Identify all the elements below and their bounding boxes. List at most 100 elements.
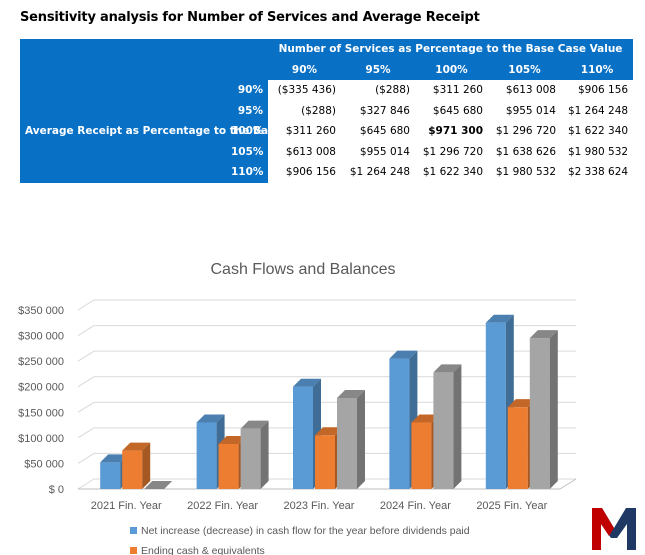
table-row: Average Receipt as Percentage to the Bas… [20,80,633,183]
bar-top [411,414,440,423]
bar [507,407,528,489]
row-header: 110% [226,162,268,183]
table-cell: $1 264 248 [349,166,410,179]
table-cell: $1 296 720 [495,125,556,138]
bar [196,422,217,489]
column-header: 110% [561,59,634,80]
bar-top [122,442,151,451]
table-cell: $645 680 [359,125,410,138]
table-row: 100% $311 260 $645 680 $971 300 $1 296 7… [20,121,633,142]
table-cell: $1 296 720 [422,145,483,158]
y-tick-label: $50 000 [24,458,64,470]
chart-title: Cash Flows and Balances [211,261,396,278]
y-tick-label: $ 0 [49,484,64,496]
bar-top [100,454,129,463]
x-tick-label: 2021 Fin. Year [91,500,162,512]
bar-top [196,414,225,423]
chart-canvas: Cash Flows and Balances $350 000 $300 000… [18,261,577,555]
row-group-label: Average Receipt as Percentage to the Bas… [20,80,350,183]
table-row: 105% $613 008 $955 014 $1 296 720 $1 638… [20,141,633,162]
bar-side [260,420,269,489]
bars [100,314,558,489]
cash-flow-chart: Cash Flows and Balances $350 000 $300 000… [0,250,645,555]
gridline-depth [77,427,95,439]
bar-side [549,330,558,489]
x-axis-ticks: 2021 Fin. Year 2022 Fin. Year 2023 Fin. Ye… [91,500,548,512]
table-cell: $2 338 624 [567,166,629,179]
gridline-depth [77,401,95,413]
row-header: 90% [226,80,268,101]
legend-swatch [130,527,137,534]
y-tick-label: $300 000 [18,331,64,343]
legend: Net increase (decrease) in cash flow for… [130,525,470,555]
table-cell: $1 264 248 [567,104,629,117]
table-cell: $1 980 532 [567,145,629,158]
bar-top [293,378,321,387]
legend-swatch [130,547,137,554]
bar-side [142,442,151,489]
table-cell: $1 622 340 [567,125,629,138]
bar-top [433,364,462,373]
table-cell: ($335 436) [277,84,336,97]
y-axis-ticks: $350 000 $300 000 $250 000 $200 000 $150 000… [18,305,64,496]
table-cell: ($288) [301,104,336,117]
table-corner-cell [20,59,268,80]
bar [240,428,261,489]
x-tick-label: 2022 Fin. Year [187,500,258,512]
column-header: 100% [415,59,488,80]
table-cell: $1 638 626 [495,145,556,158]
table-cell: $955 014 [359,145,410,158]
bar-top [507,399,536,408]
bar [433,372,454,489]
table-cell: $906 156 [577,84,629,97]
bar-top [218,435,247,444]
page-title: Sensitivity analysis for Number of Servi… [20,10,480,25]
gridline-depth [77,299,95,311]
bar-side [357,389,365,489]
bar-top [240,420,269,429]
gridline-depth [77,453,95,464]
bar-top [389,350,418,359]
bar [293,386,313,489]
base-case-cell: $971 300 [428,125,483,138]
legend-label: Net increase (decrease) in cash flow for… [141,525,470,537]
table-row: 110% $906 156 $1 264 248 $1 622 340 $1 9… [20,162,633,183]
table-cell: $311 260 [432,84,483,97]
table-row: 95% ($288) $327 846 $645 680 $955 014 $1… [20,100,633,121]
bar-top [337,389,365,398]
table-corner-cell [20,39,268,60]
bar-top [485,314,514,323]
table-cell: $906 156 [285,166,336,179]
gridline-depth [77,376,95,388]
y-tick-label: $150 000 [18,407,64,419]
bar [100,462,121,489]
table-cell: ($288) [375,84,410,97]
gridline-depth [77,478,95,490]
table-cell: $327 846 [359,104,410,117]
y-tick-label: $350 000 [18,305,64,317]
gridline-depth [77,325,95,336]
bar [485,322,506,489]
x-tick-label: 2025 Fin. Year [476,500,547,512]
x-axis-depth [559,478,577,490]
x-tick-label: 2023 Fin. Year [284,500,355,512]
bar [529,338,550,489]
row-header: 95% [226,100,268,121]
gridline-depth [77,350,95,362]
bar-top [315,427,343,436]
legend-label: Ending cash & equivalents [141,545,265,555]
table-cell: $311 260 [285,125,336,138]
table-cell: $613 008 [505,84,556,97]
column-group-label: Number of Services as Percentage to the … [268,39,634,60]
bar [411,422,432,489]
column-header: 95% [341,59,415,80]
row-header: 100% [226,121,268,142]
table-cell: $1 622 340 [422,166,483,179]
x-tick-label: 2024 Fin. Year [380,500,451,512]
table-cell: $613 008 [285,145,336,158]
column-header: 105% [488,59,561,80]
table-cell: $645 680 [432,104,483,117]
bar [337,397,357,489]
bar [315,435,335,489]
bar [218,443,239,489]
